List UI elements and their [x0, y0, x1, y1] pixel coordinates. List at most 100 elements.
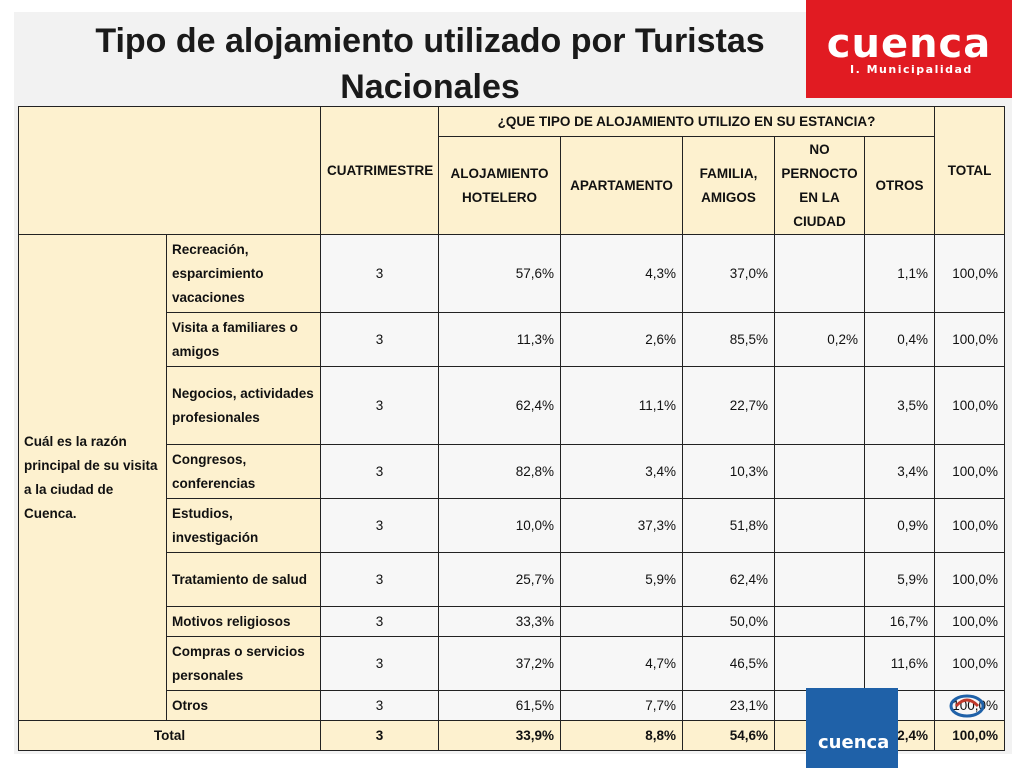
cell-otros: 11,6%: [863, 636, 936, 691]
cell-familia: 37,0%: [682, 234, 775, 313]
row-label: Motivos religiosos: [166, 606, 321, 637]
cell-cuatrimestre: 3: [320, 636, 439, 691]
cell-apartamento: 5,9%: [560, 552, 683, 607]
cell-total: 100,0%: [934, 444, 1006, 499]
cell-cuatrimestre: 3: [320, 234, 439, 313]
cell-hotel: 57,6%: [438, 234, 561, 313]
footer-logo-word: cuenca: [818, 732, 890, 753]
table-row: Estudios, investigación 3 10,0% 37,3% 51,8% 0…: [19, 498, 1006, 553]
cell-total: 100,0%: [934, 366, 1006, 445]
cell-hotel: 62,4%: [438, 366, 561, 445]
cell-familia: 10,3%: [682, 444, 775, 499]
footer-logo: cuenca: [806, 688, 898, 768]
cell-apartamento: 11,1%: [560, 366, 683, 445]
total-total: 100,0%: [934, 720, 1006, 751]
cell-otros: 3,5%: [863, 366, 936, 445]
header-otros: OTROS: [863, 136, 936, 235]
header-apartamento: APARTAMENTO: [560, 136, 683, 235]
cell-hotel: 82,8%: [438, 444, 561, 499]
total-hotel: 33,9%: [438, 720, 561, 751]
cell-no-pernocto: [774, 552, 865, 607]
cell-hotel: 11,3%: [438, 312, 561, 367]
cell-familia: 46,5%: [682, 636, 775, 691]
header-no-pernocto: NO PERNOCTO EN LA CIUDAD: [774, 136, 865, 235]
cell-hotel: 37,2%: [438, 636, 561, 691]
total-familia: 54,6%: [682, 720, 775, 751]
cell-cuatrimestre: 3: [320, 498, 439, 553]
cell-no-pernocto: [774, 636, 865, 691]
cell-cuatrimestre: 3: [320, 690, 439, 721]
cell-apartamento: 37,3%: [560, 498, 683, 553]
row-label: Tratamiento de salud: [166, 552, 321, 607]
cell-total: 100,0%: [934, 234, 1006, 313]
cell-familia: 22,7%: [682, 366, 775, 445]
cell-familia: 85,5%: [682, 312, 775, 367]
total-label: Total: [18, 720, 321, 751]
cell-no-pernocto: 0,2%: [774, 312, 865, 367]
slide-title: Tipo de alojamiento utilizado por Turist…: [95, 22, 765, 106]
accommodation-table: CUATRIMESTRE ¿QUE TIPO DE ALOJAMIENTO UT…: [18, 106, 1006, 751]
cell-otros: 5,9%: [863, 552, 936, 607]
cell-apartamento: [560, 606, 683, 637]
header-hotel: ALOJAMIENTO HOTELERO: [438, 136, 561, 235]
cell-no-pernocto: [774, 366, 865, 445]
total-cuatrimestre: 3: [320, 720, 439, 751]
cell-otros: 16,7%: [863, 606, 936, 637]
cell-cuatrimestre: 3: [320, 312, 439, 367]
table-row: Motivos religiosos 3 33,3% 50,0% 16,7% 100,0%: [19, 606, 1006, 637]
cell-total: 100,0%: [934, 606, 1006, 637]
cell-apartamento: 4,7%: [560, 636, 683, 691]
cell-cuatrimestre: 3: [320, 366, 439, 445]
cell-otros: 0,9%: [863, 498, 936, 553]
cell-hotel: 33,3%: [438, 606, 561, 637]
cell-total: 100,0%: [934, 636, 1006, 691]
table-row: Cuál es la razón principal de su visita …: [18, 234, 1006, 721]
cell-no-pernocto: [774, 498, 865, 553]
row-label: Recreación, esparcimiento vacaciones: [166, 234, 321, 313]
cell-familia: 51,8%: [682, 498, 775, 553]
cell-apartamento: 3,4%: [560, 444, 683, 499]
table-row: Negocios, actividades profesionales 3 62,4…: [19, 366, 1006, 445]
cell-familia: 50,0%: [682, 606, 775, 637]
table-row: Compras o servicios personales 3 37,2% 4,7%…: [19, 636, 1006, 691]
row-label: Estudios, investigación: [166, 498, 321, 553]
cell-cuatrimestre: 3: [320, 444, 439, 499]
cell-apartamento: 7,7%: [560, 690, 683, 721]
row-label: Visita a familiares o amigos: [166, 312, 321, 367]
row-group-label: Cuál es la razón principal de su visita …: [18, 234, 167, 721]
header-familia: FAMILIA, AMIGOS: [682, 136, 775, 235]
header-total: TOTAL: [934, 106, 1006, 235]
logo-word: cuenca: [826, 21, 992, 67]
cell-cuatrimestre: 3: [320, 552, 439, 607]
cell-hotel: 61,5%: [438, 690, 561, 721]
cell-otros: 0,4%: [863, 312, 936, 367]
header-cuatrimestre: CUATRIMESTRE: [320, 106, 439, 235]
cell-otros: 1,1%: [863, 234, 936, 313]
corner-cell: [18, 106, 321, 235]
cell-familia: 23,1%: [682, 690, 775, 721]
cell-otros: 3,4%: [863, 444, 936, 499]
cell-total: 100,0%: [934, 312, 1006, 367]
cell-total: 100,0%: [934, 498, 1006, 553]
row-label: Compras o servicios personales: [166, 636, 321, 691]
cell-no-pernocto: [774, 234, 865, 313]
row-label: Congresos, conferencias: [166, 444, 321, 499]
cell-cuatrimestre: 3: [320, 606, 439, 637]
cell-familia: 62,4%: [682, 552, 775, 607]
header-group: ¿QUE TIPO DE ALOJAMIENTO UTILIZO EN SU E…: [437, 106, 936, 137]
cell-apartamento: 2,6%: [560, 312, 683, 367]
row-label: Negocios, actividades profesionales: [166, 366, 321, 445]
cell-hotel: 10,0%: [438, 498, 561, 553]
logo-subtitle: I. Municipalidad: [850, 63, 973, 76]
row-label: Otros: [166, 690, 321, 721]
cell-no-pernocto: [774, 444, 865, 499]
cell-hotel: 25,7%: [438, 552, 561, 607]
cell-apartamento: 4,3%: [560, 234, 683, 313]
emblem-icon: [949, 694, 985, 718]
table-row: Visita a familiares o amigos 3 11,3% 2,6% 85…: [19, 312, 1006, 367]
table-row: Congresos, conferencias 3 82,8% 3,4% 10,3% 3,…: [19, 444, 1006, 499]
total-apartamento: 8,8%: [560, 720, 683, 751]
cell-no-pernocto: [774, 606, 865, 637]
municipality-logo: cuenca I. Municipalidad: [806, 0, 1012, 98]
table-row: Tratamiento de salud 3 25,7% 5,9% 62,4% 5,9% 1…: [19, 552, 1006, 607]
